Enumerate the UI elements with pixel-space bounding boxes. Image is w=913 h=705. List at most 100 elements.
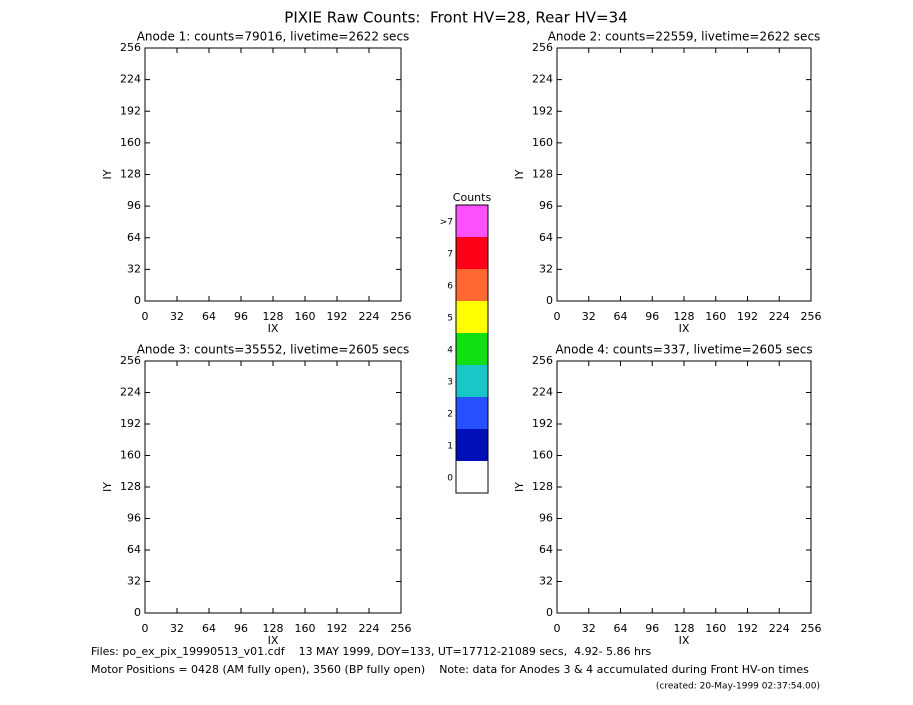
x-tick-label: 64 bbox=[614, 622, 628, 635]
y-tick-label: 0 bbox=[546, 294, 553, 307]
colorbar-swatch bbox=[456, 429, 488, 461]
x-tick-label: 128 bbox=[674, 310, 695, 323]
x-tick-label: 128 bbox=[263, 622, 284, 635]
colorbar-label: 5 bbox=[447, 314, 453, 324]
y-tick-label: 0 bbox=[546, 606, 553, 619]
x-tick-label: 160 bbox=[705, 310, 726, 323]
x-tick-label: 192 bbox=[737, 310, 758, 323]
colorbar-label: >7 bbox=[440, 218, 453, 228]
x-tick-label: 192 bbox=[327, 622, 348, 635]
y-tick-label: 192 bbox=[532, 104, 553, 117]
y-tick-label: 224 bbox=[532, 73, 553, 86]
x-tick-label: 192 bbox=[737, 622, 758, 635]
x-tick-label: 96 bbox=[645, 622, 659, 635]
x-tick-label: 64 bbox=[202, 310, 216, 323]
y-tick-label: 256 bbox=[532, 354, 553, 367]
plot-frame bbox=[144, 360, 402, 614]
x-axis-label: IX bbox=[679, 322, 690, 335]
colorbar-label: 7 bbox=[447, 250, 453, 260]
figure-title: PIXIE Raw Counts: Front HV=28, Rear HV=3… bbox=[284, 9, 627, 27]
colorbar-swatch bbox=[456, 461, 488, 493]
footer-files: Files: po_ex_pix_19990513_v01.cdf 13 MAY… bbox=[91, 645, 652, 658]
y-tick-label: 64 bbox=[127, 231, 141, 244]
y-tick-label: 224 bbox=[532, 386, 553, 399]
y-tick-label: 96 bbox=[127, 512, 141, 525]
x-tick-label: 32 bbox=[170, 622, 184, 635]
colorbar-swatch bbox=[456, 333, 488, 365]
x-tick-label: 160 bbox=[705, 622, 726, 635]
y-tick-label: 0 bbox=[134, 606, 141, 619]
x-tick-label: 64 bbox=[614, 310, 628, 323]
y-tick-label: 96 bbox=[127, 199, 141, 212]
x-tick-label: 192 bbox=[327, 310, 348, 323]
y-tick-label: 96 bbox=[539, 512, 553, 525]
x-tick-label: 32 bbox=[582, 310, 596, 323]
y-tick-label: 192 bbox=[120, 417, 141, 430]
x-tick-label: 256 bbox=[391, 310, 412, 323]
plot-frame bbox=[556, 47, 812, 302]
x-tick-label: 224 bbox=[359, 310, 380, 323]
colorbar-swatch bbox=[456, 365, 488, 397]
colorbar-label: 2 bbox=[447, 410, 453, 420]
x-tick-label: 256 bbox=[801, 310, 822, 323]
x-axis-label: IX bbox=[268, 634, 279, 647]
colorbar-title: Counts bbox=[453, 191, 492, 204]
x-tick-label: 32 bbox=[170, 310, 184, 323]
y-tick-label: 32 bbox=[539, 575, 553, 588]
y-tick-label: 32 bbox=[127, 262, 141, 275]
y-tick-label: 256 bbox=[120, 41, 141, 54]
x-tick-label: 160 bbox=[295, 310, 316, 323]
panel-title: Anode 1: counts=79016, livetime=2622 sec… bbox=[137, 30, 410, 44]
x-axis-label: IX bbox=[679, 634, 690, 647]
colorbar-label: 0 bbox=[447, 474, 453, 484]
y-tick-label: 256 bbox=[120, 354, 141, 367]
y-tick-label: 192 bbox=[532, 417, 553, 430]
panel-title: Anode 4: counts=337, livetime=2605 secs bbox=[555, 343, 812, 357]
y-axis-label: IY bbox=[101, 482, 114, 492]
x-tick-label: 96 bbox=[234, 622, 248, 635]
x-tick-label: 96 bbox=[234, 310, 248, 323]
x-axis-label: IX bbox=[268, 322, 279, 335]
y-tick-label: 160 bbox=[532, 136, 553, 149]
y-tick-label: 64 bbox=[539, 231, 553, 244]
x-tick-label: 0 bbox=[554, 622, 561, 635]
y-tick-label: 128 bbox=[120, 480, 141, 493]
x-tick-label: 224 bbox=[359, 622, 380, 635]
y-tick-label: 160 bbox=[120, 136, 141, 149]
y-tick-label: 160 bbox=[120, 449, 141, 462]
x-tick-label: 224 bbox=[769, 622, 790, 635]
x-tick-label: 0 bbox=[554, 310, 561, 323]
colorbar-swatch bbox=[456, 269, 488, 301]
y-tick-label: 224 bbox=[120, 73, 141, 86]
x-tick-label: 32 bbox=[582, 622, 596, 635]
footer-created: (created: 20-May-1999 02:37:54.00) bbox=[656, 682, 820, 692]
colorbar-swatch bbox=[456, 237, 488, 269]
y-axis-label: IY bbox=[101, 169, 114, 179]
plot-frame bbox=[144, 47, 402, 302]
plot-frame bbox=[556, 360, 812, 614]
colorbar-swatch bbox=[456, 205, 488, 237]
y-tick-label: 32 bbox=[539, 262, 553, 275]
y-tick-label: 224 bbox=[120, 386, 141, 399]
panel-title: Anode 2: counts=22559, livetime=2622 sec… bbox=[548, 30, 821, 44]
colorbar-swatch bbox=[456, 397, 488, 429]
x-tick-label: 0 bbox=[142, 622, 149, 635]
y-tick-label: 256 bbox=[532, 41, 553, 54]
x-tick-label: 160 bbox=[295, 622, 316, 635]
x-tick-label: 128 bbox=[674, 622, 695, 635]
y-tick-label: 0 bbox=[134, 294, 141, 307]
x-tick-label: 256 bbox=[801, 622, 822, 635]
y-tick-label: 128 bbox=[532, 480, 553, 493]
colorbar-label: 6 bbox=[447, 282, 453, 292]
y-tick-label: 192 bbox=[120, 104, 141, 117]
y-tick-label: 64 bbox=[127, 543, 141, 556]
x-tick-label: 0 bbox=[142, 310, 149, 323]
x-tick-label: 64 bbox=[202, 622, 216, 635]
x-tick-label: 96 bbox=[645, 310, 659, 323]
panel-title: Anode 3: counts=35552, livetime=2605 sec… bbox=[137, 343, 410, 357]
y-tick-label: 96 bbox=[539, 199, 553, 212]
x-tick-label: 256 bbox=[391, 622, 412, 635]
y-tick-label: 128 bbox=[120, 168, 141, 181]
colorbar-frame bbox=[455, 204, 489, 494]
